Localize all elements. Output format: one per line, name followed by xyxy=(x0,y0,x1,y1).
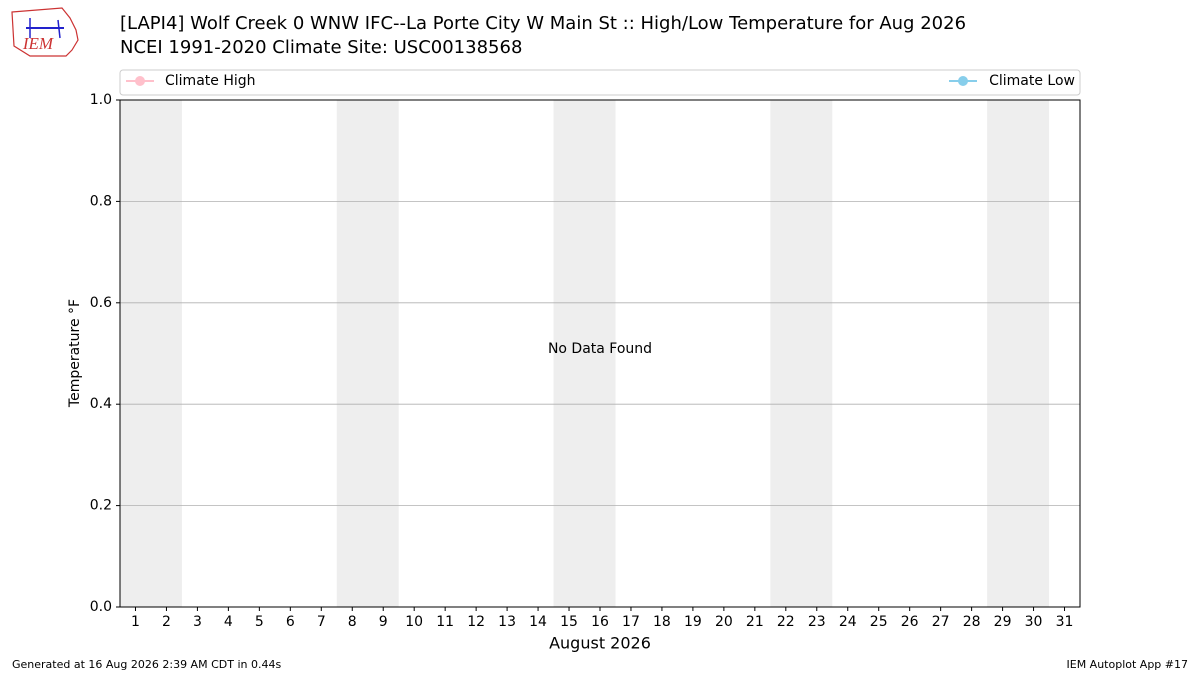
logo-text: IEM xyxy=(22,34,54,53)
x-tick-label: 8 xyxy=(348,614,357,630)
y-tick-label: 1.0 xyxy=(90,92,112,108)
x-tick-label: 25 xyxy=(870,614,888,630)
legend-label: Climate Low xyxy=(989,73,1075,89)
x-tick-label: 3 xyxy=(193,614,202,630)
x-tick-label: 23 xyxy=(808,614,826,630)
y-tick-label: 0.6 xyxy=(90,295,112,311)
legend-label: Climate High xyxy=(165,73,256,89)
x-tick-label: 9 xyxy=(379,614,388,630)
x-tick-label: 4 xyxy=(224,614,233,630)
x-tick-label: 13 xyxy=(498,614,516,630)
logo: IEM xyxy=(11,7,79,57)
y-tick-label: 0.2 xyxy=(90,498,112,514)
x-tick-label: 20 xyxy=(715,614,733,630)
x-tick-label: 15 xyxy=(560,614,578,630)
no-data-annotation: No Data Found xyxy=(548,341,652,357)
x-tick-label: 5 xyxy=(255,614,264,630)
x-tick-label: 24 xyxy=(839,614,857,630)
weekend-band xyxy=(987,100,1050,607)
x-tick-label: 30 xyxy=(1025,614,1043,630)
x-tick-label: 21 xyxy=(746,614,764,630)
legend-marker xyxy=(958,76,968,86)
x-tick-label: 27 xyxy=(932,614,950,630)
x-tick-label: 17 xyxy=(622,614,640,630)
weekend-band xyxy=(336,100,399,607)
legend-marker xyxy=(135,76,145,86)
x-axis-label: August 2026 xyxy=(549,634,651,653)
x-tick-label: 16 xyxy=(591,614,609,630)
chart-title: [LAPI4] Wolf Creek 0 WNW IFC--La Porte C… xyxy=(120,13,966,34)
x-tick-label: 18 xyxy=(653,614,671,630)
y-tick-label: 0.8 xyxy=(90,193,112,209)
x-tick-label: 12 xyxy=(467,614,485,630)
footer-right: IEM Autoplot App #17 xyxy=(1067,658,1189,671)
y-axis-label: Temperature °F xyxy=(67,299,83,408)
x-tick-label: 2 xyxy=(162,614,171,630)
x-tick-label: 1 xyxy=(131,614,140,630)
weekend-band xyxy=(553,100,616,607)
legend-box xyxy=(119,69,1081,96)
plot-frame xyxy=(119,99,1081,608)
x-tick-label: 14 xyxy=(529,614,547,630)
x-tick-label: 28 xyxy=(963,614,981,630)
x-tick-label: 22 xyxy=(777,614,795,630)
chart-subtitle: NCEI 1991-2020 Climate Site: USC00138568 xyxy=(120,37,522,58)
weekend-band xyxy=(770,100,833,607)
x-tick-label: 10 xyxy=(405,614,423,630)
x-tick-label: 29 xyxy=(994,614,1012,630)
footer-left: Generated at 16 Aug 2026 2:39 AM CDT in … xyxy=(12,658,281,671)
x-tick-label: 6 xyxy=(286,614,295,630)
x-tick-label: 11 xyxy=(436,614,454,630)
x-tick-label: 26 xyxy=(901,614,919,630)
weekend-band xyxy=(120,100,182,607)
x-tick-label: 31 xyxy=(1056,614,1074,630)
x-tick-label: 7 xyxy=(317,614,326,630)
x-tick-label: 19 xyxy=(684,614,702,630)
y-tick-label: 0.4 xyxy=(90,396,112,412)
y-tick-label: 0.0 xyxy=(90,599,112,615)
